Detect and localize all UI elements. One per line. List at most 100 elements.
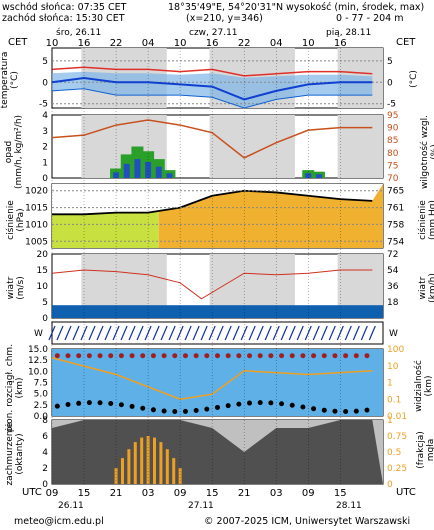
temp-tick-right: -5 [387, 100, 396, 110]
cloud-top-dot [311, 353, 317, 359]
cloud-base-dot [161, 408, 167, 414]
day-label-3: pią, 28.11 [326, 28, 372, 38]
hour-bottom: 09 [302, 488, 315, 499]
date-bottom-1: 26.11 [58, 501, 84, 511]
hour-bottom: 09 [174, 488, 187, 499]
panel-winddir [51, 321, 384, 345]
cloud-base-dot [129, 403, 135, 409]
hour-bottom: 15 [334, 488, 347, 499]
pressure-tick-mmhg: 758 [387, 220, 404, 230]
cloud-base-dot [289, 402, 295, 408]
hour-top: 04 [142, 38, 155, 49]
label-precip-right: wilgotność wzgl. (%) [420, 115, 434, 189]
cover-tick: 4 [42, 448, 48, 458]
precip-tick: 2 [42, 143, 48, 153]
wind-arrow [152, 325, 160, 341]
wind-arrow [200, 325, 208, 341]
tz-top-left: CET [8, 37, 28, 48]
cloudlayer-tick: 0.0 [34, 412, 49, 422]
cloud-top-dot [332, 353, 338, 359]
cloud-top-dot [76, 353, 82, 359]
precip-snow-bar [123, 163, 130, 178]
precip-snow-bar [113, 172, 120, 178]
hour-bottom: 03 [270, 488, 283, 499]
label-temp-left: temperatura (°C) [0, 51, 20, 109]
precip-tick: 0 [42, 174, 48, 184]
day-label-2: czw, 27.11 [189, 28, 238, 38]
day-label-1: śro, 26.11 [56, 28, 102, 38]
cloud-base-dot [108, 400, 114, 406]
cloud-top-dot [140, 353, 146, 359]
cloud-top-dot [215, 353, 220, 359]
cloud-base-dot [172, 409, 178, 415]
fog-bar [146, 436, 150, 484]
pressure-tick-hpa: 1005 [25, 237, 48, 247]
wind-arrow [280, 325, 288, 341]
wind-arrow [296, 325, 304, 341]
night-shade [209, 115, 295, 178]
hour-bottom: 15 [78, 488, 91, 499]
wind-gust-line [51, 269, 373, 300]
hour-top: 04 [270, 38, 283, 49]
wind-arrow [320, 325, 328, 341]
hour-top: 16 [334, 38, 347, 49]
wind-tick-ms: 0 [42, 314, 48, 324]
pressure-tick-mmhg: 761 [387, 204, 404, 214]
temp-tick-left: 5 [42, 57, 48, 67]
precip-snow-bar [315, 174, 322, 178]
precip-snow-bar [166, 173, 173, 178]
wind-arrow [224, 325, 232, 341]
cloud-base-dot [215, 404, 220, 410]
pressure-tick-hpa: 1010 [25, 220, 48, 230]
precip-snow-bar [305, 173, 312, 178]
cloud-top-dot [129, 353, 135, 359]
cloud-base-dot [97, 400, 103, 406]
visibility-tick: 10 [387, 362, 399, 372]
cloud-top-dot [225, 353, 231, 359]
cloudlayer-tick: 10.0 [28, 367, 48, 377]
cloud-base-dot [140, 405, 146, 411]
hour-bottom: 09 [46, 488, 59, 499]
humidity-tick: 70 [387, 174, 399, 184]
wind-arrow [216, 325, 224, 341]
wind-tick-ms: 10 [37, 282, 49, 292]
cloudlayer-tick: 5.0 [34, 390, 49, 400]
cloud-base-dot [54, 403, 60, 409]
cloud-top-dot [65, 353, 71, 359]
cloud-base-dot [76, 400, 82, 406]
sunrise-label: wschód słońca: 07:35 CET [2, 2, 127, 13]
cloud-top-dot [268, 353, 274, 359]
cloud-top-dot [279, 353, 285, 359]
wind-tick-ms: 5 [42, 298, 48, 308]
cloud-top-dot [321, 353, 327, 359]
cloudlayer-tick: 15.0 [28, 345, 48, 355]
fog-bar [172, 458, 176, 484]
temp-min-line [51, 88, 373, 109]
humidity-tick: 90 [387, 124, 399, 134]
cloud-base-dot [300, 404, 306, 410]
hour-top: 16 [78, 38, 91, 49]
cloudlayer-tick: 7.5 [34, 379, 48, 389]
hour-bottom: 15 [206, 488, 219, 499]
wind-arrow [344, 325, 352, 341]
footer-email[interactable]: meteo@icm.edu.pl [14, 516, 104, 527]
humidity-tick: 85 [387, 136, 398, 146]
cloud-top-dot [247, 353, 253, 359]
cloud-base-dot [353, 408, 359, 414]
fog-bar [153, 437, 157, 484]
elevation-title: wysokość (min, środek, max) [286, 2, 425, 13]
cloud-base-dot [343, 409, 349, 415]
hour-top: 10 [302, 38, 315, 49]
hour-top: 22 [110, 38, 123, 49]
wind-tick-ms: 15 [37, 266, 48, 276]
humidity-tick: 95 [387, 111, 398, 121]
cloud-base-dot [182, 408, 188, 414]
cloud-base-dot [204, 406, 210, 412]
wind-arrow [64, 325, 72, 341]
cover-tick: 6 [42, 432, 48, 442]
wind-arrow [160, 325, 168, 341]
wind-arrow [136, 325, 144, 341]
cloud-top-dot [343, 353, 349, 359]
visibility-tick: 1 [387, 379, 393, 389]
temp-tick-left: -5 [39, 100, 48, 110]
